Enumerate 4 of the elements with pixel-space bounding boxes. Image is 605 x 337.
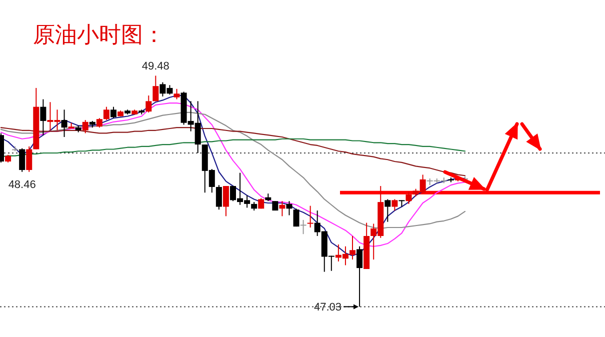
title: 原油小时图： [33,23,165,48]
annotation: 49.48 [142,60,170,73]
annotation: 48.46 [8,178,36,191]
annotation: 47.03 [314,302,342,314]
